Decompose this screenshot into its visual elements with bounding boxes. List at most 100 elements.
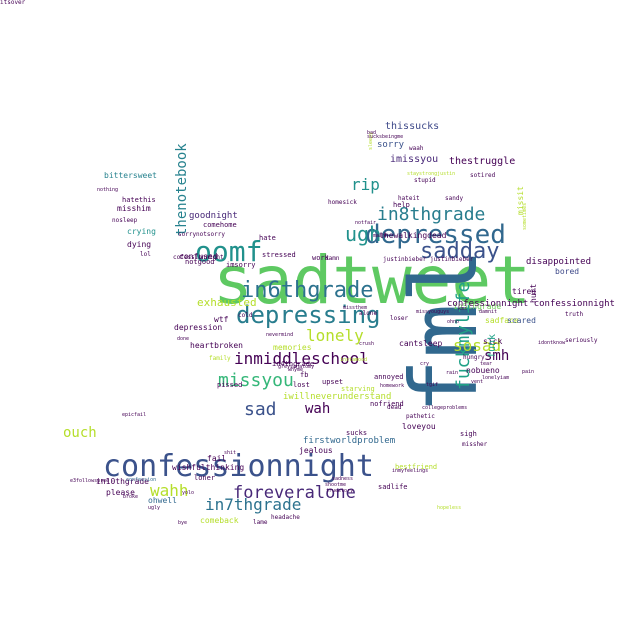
- word-116: pain: [522, 369, 535, 375]
- word-90: hungry: [463, 354, 485, 361]
- word-137: lonelyiam: [482, 375, 510, 381]
- word-84: sigh: [460, 430, 477, 438]
- word-130: homework: [380, 383, 405, 389]
- word-61: annoyed: [374, 373, 404, 381]
- word-13: in7thgrade: [205, 495, 302, 514]
- word-20: lonely: [306, 326, 364, 345]
- word-74: bestfriend: [395, 463, 438, 471]
- word-115: sometimes: [522, 202, 528, 230]
- word-145: rain: [446, 370, 459, 376]
- word-131: shit: [224, 450, 237, 456]
- word-144: instamood: [340, 357, 368, 363]
- word-5: oomf: [195, 235, 263, 268]
- word-101: cofessionnight: [173, 254, 224, 261]
- word-119: maanh: [373, 233, 389, 239]
- word-42: misshim: [117, 204, 151, 213]
- word-75: in10thgrade: [96, 477, 149, 486]
- word-118: notfair: [355, 220, 377, 226]
- word-83: sadlife: [378, 483, 408, 491]
- word-69: loveyou: [402, 422, 436, 431]
- word-117: truestory: [326, 488, 354, 494]
- word-93: help: [393, 201, 410, 209]
- word-44: hatethis: [122, 196, 156, 204]
- word-78: fail: [207, 454, 227, 463]
- word-28: in5thgrade: [453, 302, 502, 311]
- word-67: starving: [341, 385, 375, 393]
- word-141: yolo: [182, 490, 195, 496]
- word-33: bored: [555, 267, 580, 276]
- word-103: tear: [480, 361, 493, 367]
- word-64: pissed: [217, 381, 243, 389]
- word-134: greysanatomy: [278, 364, 315, 370]
- word-55: depression: [174, 323, 223, 332]
- word-123: nothing: [97, 187, 119, 193]
- word-150: itsover: [0, 0, 26, 6]
- word-40: funk: [487, 333, 498, 358]
- word-80: comeback: [200, 516, 239, 525]
- word-7: in6thgrade: [241, 278, 374, 303]
- word-60: nobueno: [466, 366, 500, 375]
- word-37: tired: [512, 287, 537, 296]
- word-71: sucks: [346, 429, 368, 437]
- word-127: sucksbeingme: [367, 134, 404, 140]
- word-12: foreveralone: [233, 483, 356, 503]
- word-89: seriously: [565, 337, 598, 344]
- word-97: justinbieber justinbieber: [383, 256, 474, 263]
- word-146: cry: [420, 361, 430, 367]
- word-11: wah: [305, 401, 331, 417]
- word-100: family: [209, 355, 231, 362]
- word-129: collegeproblems: [422, 405, 468, 411]
- word-110: shootme: [325, 482, 347, 488]
- word-98: stupid: [414, 177, 436, 184]
- word-4: depressing: [236, 301, 381, 329]
- word-140: bye: [178, 520, 188, 526]
- word-136: sadness: [332, 476, 354, 482]
- word-76: ohwell: [148, 496, 177, 505]
- word-125: ohno: [447, 319, 460, 325]
- word-96: homesick: [328, 199, 357, 206]
- word-27: thewalkingdead: [379, 231, 447, 240]
- word-85: work: [312, 254, 329, 262]
- word-8: inmiddleschool: [234, 349, 369, 368]
- word-32: disappointed: [526, 257, 592, 267]
- word-135: inmyfeelings: [392, 468, 429, 474]
- word-10: sad: [244, 399, 277, 420]
- word-126: bad: [367, 130, 377, 136]
- word-49: comehome: [203, 221, 237, 229]
- word-99: sotired: [470, 172, 496, 179]
- word-56: heartbroken: [190, 341, 243, 350]
- word-22: smh: [484, 348, 510, 364]
- word-81: lame: [253, 519, 268, 526]
- word-128: staystrongjustin: [407, 171, 456, 177]
- word-19: sosad: [453, 336, 502, 355]
- word-105: confession: [126, 477, 157, 483]
- word-68: nofriend: [370, 400, 404, 408]
- word-16: ugh: [345, 222, 382, 246]
- word-30: thissucks: [385, 121, 440, 132]
- word-18: rip: [351, 175, 380, 194]
- word-24: exhausted: [197, 296, 257, 309]
- word-63: upset: [322, 378, 344, 386]
- word-112: waah: [409, 145, 424, 152]
- word-52: imsorry: [226, 261, 256, 269]
- word-102: done: [177, 336, 190, 342]
- word-65: fb: [300, 371, 309, 379]
- word-104: pathetic: [406, 413, 435, 420]
- word-57: memories: [273, 343, 312, 352]
- word-50: sorrynotsorry: [178, 231, 225, 238]
- word-72: firstworldproblem: [303, 436, 396, 446]
- word-79: loner: [194, 474, 216, 482]
- word-133: nevermind: [266, 332, 294, 338]
- word-2: confessionnight: [103, 449, 374, 484]
- word-120: e3followspree: [70, 478, 110, 484]
- word-107: nosleep: [112, 217, 138, 224]
- word-109: missher: [462, 441, 488, 448]
- word-45: crying: [127, 227, 156, 236]
- word-108: lol: [140, 251, 151, 258]
- word-6: sadday: [420, 239, 500, 264]
- word-114: hopeless: [437, 505, 462, 511]
- word-88: truth: [565, 311, 584, 318]
- word-111: dead: [387, 404, 402, 411]
- word-14: wahh: [150, 481, 189, 500]
